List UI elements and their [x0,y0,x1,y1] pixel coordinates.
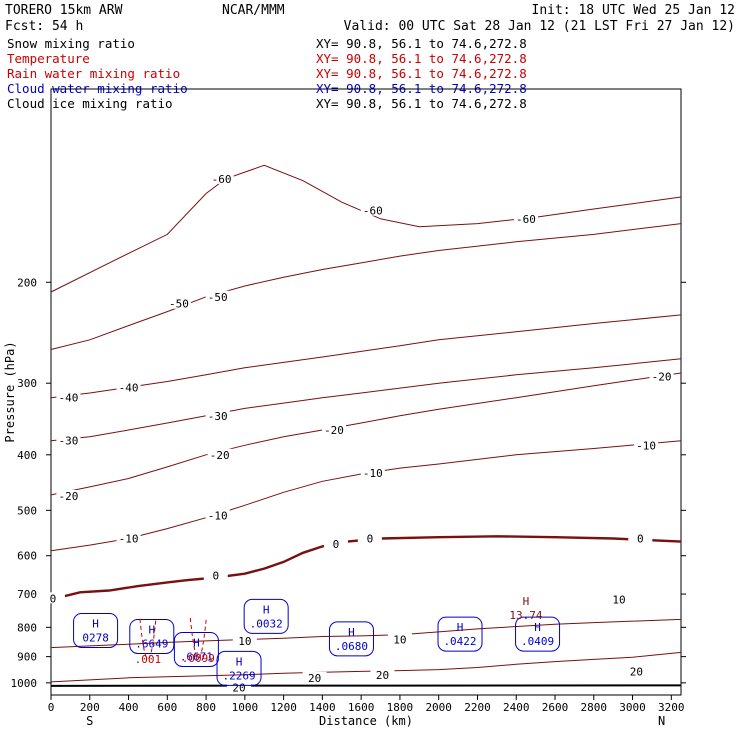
field-xy-range: XY= 90.8, 56.1 to 74.6,272.8 [316,51,527,66]
temperature-contour-label: -30 [59,435,79,448]
temperature-contour-label: -40 [59,392,79,405]
temperature-contour-label: -60 [212,173,232,186]
cloud-water-max-value: .0422 [443,635,476,648]
cloud-water-high-marker: H [263,603,270,616]
field-label: Temperature [7,51,90,66]
temperature-contour-label: 0 [50,592,57,605]
temperature-max-value: 13.74 [509,609,542,622]
y-tick-label: 800 [17,621,37,634]
temperature-contour-label: -20 [652,370,672,383]
y-tick-label: 1000 [11,677,38,690]
temperature-contour-label: 20 [376,669,389,682]
temperature-contour-label: -60 [516,213,536,226]
temperature-contour-label: 0 [333,538,340,551]
cloud-water-high-marker: H [92,617,99,630]
field-xy-range: XY= 90.8, 56.1 to 74.6,272.8 [316,96,527,111]
x-tick-label: 1800 [387,701,414,714]
x-tick-label: 400 [119,701,139,714]
temperature-contour-label: -50 [169,298,189,311]
field-legend: Snow mixing ratio XY= 90.8, 56.1 to 74.6,… [7,36,527,111]
field-label: Rain water mixing ratio [7,66,180,81]
temperature-high-marker: H [523,595,530,608]
cloud-water-high-marker: H [236,655,243,668]
model-title: TORERO 15km ARW [5,3,123,18]
x-tick-label: 800 [196,701,216,714]
temperature-contour-label: -60 [363,205,383,218]
cloud-water-max-value: .2269 [222,669,255,682]
temperature-contour-label: 10 [238,635,251,648]
temperature-contour-label: 0 [367,533,374,546]
temperature-contour-label: -20 [324,424,344,437]
temperature-contour [51,315,681,398]
temperature-contour [51,359,681,441]
x-tick-label: 1000 [232,701,259,714]
temperature-contour-label: -10 [119,533,139,546]
temperature-contour-label: 0 [637,533,644,546]
valid-time: Valid: 00 UTC Sat 28 Jan 12 (21 LST Fri … [344,19,735,34]
cloud-water-max-value: .0680 [335,640,368,653]
x-tick-label: 2200 [464,701,491,714]
temperature-contour-label: 20 [630,665,643,678]
cloud-water-max-value: .0032 [250,617,283,630]
y-tick-label: 200 [17,276,37,289]
y-tick-label: 600 [17,550,37,563]
temperature-contour-label: 20 [232,681,245,694]
x-tick-label: 2000 [425,701,452,714]
y-axis-label: Pressure (hPa) [3,341,17,442]
temperature-contour-label: 10 [393,633,406,646]
x-end-label-right: N [658,714,665,728]
x-tick-label: 2400 [503,701,530,714]
temperature-contour [51,536,681,599]
temperature-contour-label: -20 [59,490,79,503]
field-label: Cloud ice mixing ratio [7,96,173,111]
cloud-water-max-value: .0409 [521,635,554,648]
y-tick-label: 500 [17,504,37,517]
x-tick-label: 2600 [542,701,569,714]
temperature-contour [51,224,681,350]
rain-water-max-value: .001 [135,653,162,666]
field-xy-range: XY= 90.8, 56.1 to 74.6,272.8 [316,66,527,81]
temperature-contour-label: -30 [208,410,228,423]
cloud-water-high-marker: H [534,621,541,634]
x-end-label-left: S [86,714,93,728]
field-xy-range: XY= 90.8, 56.1 to 74.6,272.8 [316,36,527,51]
temperature-contour-label: -40 [119,381,139,394]
forecast-hour: Fcst: 54 h [5,19,83,34]
field-label: Snow mixing ratio [7,36,135,51]
x-tick-label: 2800 [581,701,608,714]
center-title: NCAR/MMM [222,3,285,18]
x-axis-label: Distance (km) [319,714,413,728]
temperature-contour-label: 0 [212,570,219,583]
temperature-contour [51,165,681,292]
x-tick-label: 600 [157,701,177,714]
temperature-contour-label: -50 [208,291,228,304]
y-tick-label: 900 [17,651,37,664]
temperature-contour-label: -10 [636,439,656,452]
rain-water-max-value: .0099 [182,652,215,665]
temperature-contour-label: 20 [308,672,321,685]
y-tick-label: 300 [17,377,37,390]
x-tick-label: 1600 [348,701,375,714]
cloud-water-max-value: 0278 [82,631,109,644]
y-tick-label: 400 [17,449,37,462]
temperature-contour-label: -10 [363,467,383,480]
x-tick-label: 1400 [309,701,336,714]
y-tick-label: 700 [17,588,37,601]
init-time: Init: 18 UTC Wed 25 Jan 12 [532,3,736,18]
temperature-contour-label: -10 [208,509,228,522]
cloud-water-high-marker: H [457,621,464,634]
x-tick-label: 200 [80,701,100,714]
temperature-contour-label: 10 [612,593,625,606]
cloud-water-high-marker: H [148,623,155,636]
x-tick-label: 3000 [619,701,646,714]
temperature-contour-label: -20 [210,449,230,462]
x-tick-label: 0 [48,701,55,714]
cloud-water-high-marker: H [348,626,355,639]
x-tick-label: 1200 [270,701,297,714]
x-tick-label: 3200 [658,701,685,714]
